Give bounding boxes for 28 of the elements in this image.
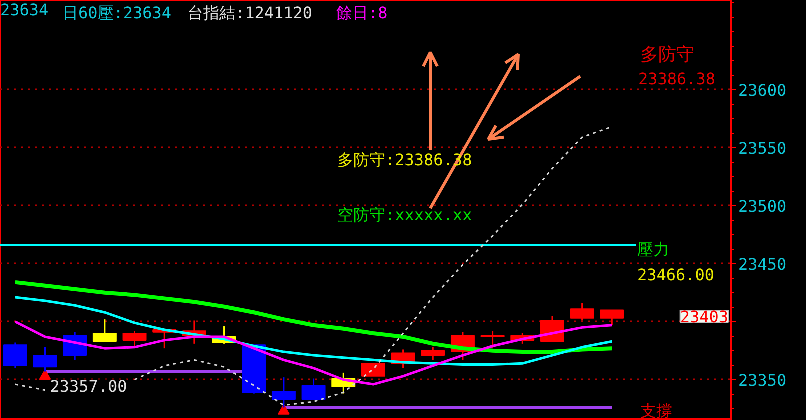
candlestick	[3, 342, 28, 370]
annotation: 23634	[0, 0, 49, 20]
y-tick-label: 23350	[738, 370, 787, 390]
text: 23386.38	[638, 70, 716, 88]
candlestick	[122, 330, 147, 347]
y-tick-label: 23450	[738, 254, 787, 274]
candlestick	[421, 346, 446, 361]
annotation: 台指結:1241120	[188, 4, 313, 22]
annotation: 23357.00	[50, 376, 128, 396]
y-tick-label: 23600	[738, 80, 787, 100]
annotation: 空防守:xxxxx.xx	[338, 206, 473, 224]
annotation: 餘日:8	[336, 4, 388, 22]
text: 23466.00	[638, 266, 715, 284]
candlestick	[480, 330, 505, 350]
line-series	[14, 296, 614, 366]
annotation: 日60壓:23634	[62, 4, 172, 22]
text: 支撐	[640, 402, 672, 420]
text: 23403	[680, 308, 729, 326]
candlestick	[600, 310, 624, 326]
ref-line-label: 壓力	[638, 240, 670, 259]
y-tick-label: 23550	[738, 138, 787, 158]
candlestick	[361, 363, 386, 377]
candlestick	[302, 378, 326, 400]
y-tick-label: 23500	[738, 196, 787, 216]
candlestick	[570, 302, 594, 322]
line-series	[13, 280, 614, 354]
text: 多防守	[640, 44, 694, 66]
candlestick	[92, 318, 117, 342]
